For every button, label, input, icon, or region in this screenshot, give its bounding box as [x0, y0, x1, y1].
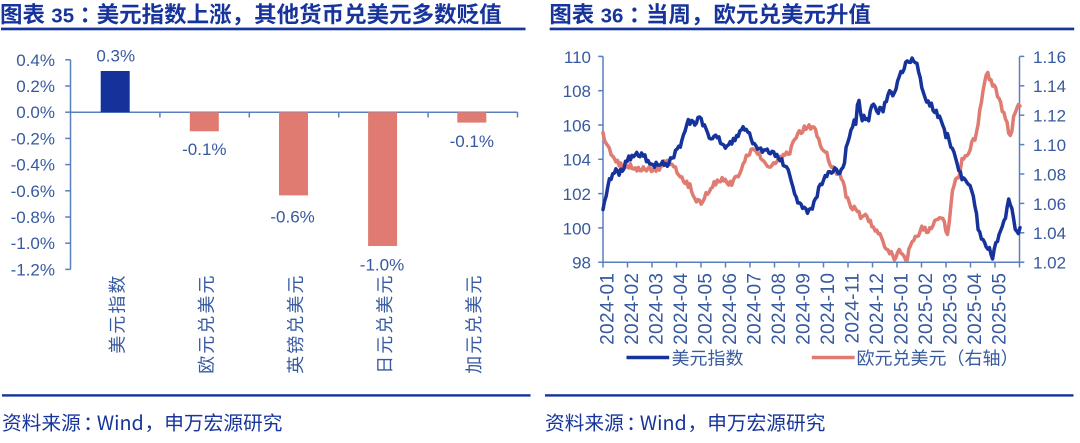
- svg-text:1.08: 1.08: [1033, 165, 1066, 184]
- svg-text:106: 106: [563, 116, 591, 135]
- svg-text:1.02: 1.02: [1033, 254, 1066, 273]
- svg-text:0.0%: 0.0%: [16, 103, 55, 122]
- svg-text:2024-03: 2024-03: [646, 273, 667, 345]
- svg-text:-1.2%: -1.2%: [11, 260, 55, 279]
- svg-text:0.4%: 0.4%: [16, 51, 55, 70]
- svg-text:-1.0%: -1.0%: [360, 255, 404, 274]
- svg-text:1.14: 1.14: [1033, 77, 1066, 96]
- svg-text:1.06: 1.06: [1033, 195, 1066, 214]
- svg-text:-0.4%: -0.4%: [11, 156, 55, 175]
- svg-text:-0.6%: -0.6%: [270, 207, 314, 226]
- svg-text:2024-05: 2024-05: [695, 273, 716, 345]
- svg-text:2024-08: 2024-08: [769, 273, 790, 345]
- svg-text:2024-06: 2024-06: [720, 273, 741, 345]
- svg-text:-1.0%: -1.0%: [11, 234, 55, 253]
- svg-text:35: 35: [51, 4, 74, 27]
- svg-text:2025-05: 2025-05: [989, 273, 1010, 345]
- svg-text:108: 108: [563, 82, 591, 101]
- svg-text:2024-01: 2024-01: [597, 273, 618, 345]
- svg-text:0.2%: 0.2%: [16, 77, 55, 96]
- svg-text:98: 98: [572, 254, 591, 273]
- svg-text:2025-02: 2025-02: [916, 273, 937, 345]
- svg-text:-0.1%: -0.1%: [182, 140, 226, 159]
- svg-text:110: 110: [564, 48, 591, 67]
- svg-text:2025-04: 2025-04: [965, 273, 986, 345]
- svg-text:2025-03: 2025-03: [940, 273, 961, 345]
- svg-text:100: 100: [563, 219, 591, 238]
- svg-text:2025-01: 2025-01: [891, 273, 912, 345]
- svg-text:2024-04: 2024-04: [671, 273, 692, 345]
- svg-text:2024-09: 2024-09: [793, 273, 814, 345]
- svg-text:104: 104: [563, 151, 591, 170]
- svg-text:2024-10: 2024-10: [818, 273, 839, 345]
- svg-text:102: 102: [563, 185, 591, 204]
- svg-text:2024-07: 2024-07: [744, 273, 765, 345]
- svg-text:1.04: 1.04: [1033, 224, 1066, 243]
- svg-text:36: 36: [601, 4, 624, 27]
- svg-text:1.16: 1.16: [1033, 48, 1066, 67]
- svg-text:2024-12: 2024-12: [867, 273, 888, 345]
- svg-text:-0.2%: -0.2%: [11, 129, 55, 148]
- svg-text:2024-02: 2024-02: [622, 273, 643, 345]
- svg-text:0.3%: 0.3%: [96, 47, 135, 66]
- svg-text:-0.8%: -0.8%: [11, 208, 55, 227]
- svg-text:-0.6%: -0.6%: [11, 182, 55, 201]
- svg-text:1.10: 1.10: [1033, 136, 1066, 155]
- svg-text:1.12: 1.12: [1033, 107, 1066, 126]
- svg-text:-0.1%: -0.1%: [450, 132, 494, 151]
- svg-text:2024-11: 2024-11: [842, 273, 863, 344]
